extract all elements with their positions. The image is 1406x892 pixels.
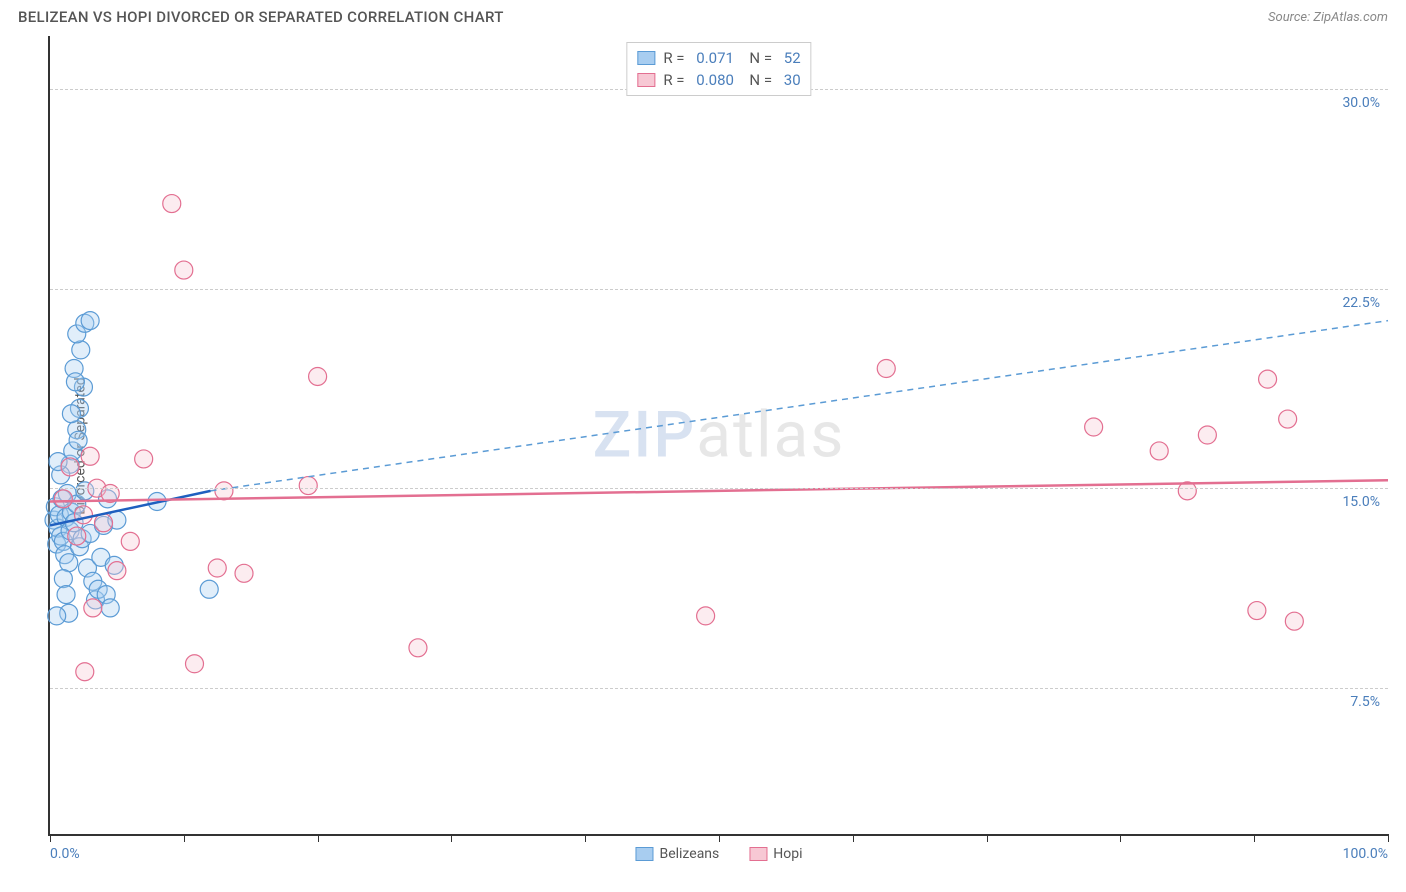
series-legend: Belizeans Hopi (635, 846, 802, 862)
y-tick-label: 7.5% (1350, 694, 1380, 710)
legend-n-label: N = (742, 71, 776, 89)
chart-title: BELIZEAN VS HOPI DIVORCED OR SEPARATED C… (18, 8, 504, 26)
legend-n-value: 52 (784, 49, 801, 67)
correlation-legend-row: R = 0.080 N = 30 (637, 69, 800, 91)
legend-series-name: Hopi (773, 846, 802, 862)
legend-r-label: R = (663, 71, 688, 89)
y-tick-label: 15.0% (1342, 494, 1380, 510)
legend-swatch-icon (637, 73, 655, 87)
plot-area: ZIPatlas R = 0.071 N = 52 R = 0.080 N = … (48, 36, 1388, 836)
legend-r-label: R = (663, 49, 688, 67)
x-axis-min-label: 0.0% (50, 846, 80, 862)
correlation-legend-row: R = 0.071 N = 52 (637, 47, 800, 69)
y-tick-label: 22.5% (1342, 295, 1380, 311)
correlation-legend: R = 0.071 N = 52 R = 0.080 N = 30 (626, 42, 811, 96)
legend-item: Hopi (749, 846, 802, 862)
legend-n-label: N = (742, 49, 776, 67)
legend-n-value: 30 (784, 71, 801, 89)
y-tick-label: 30.0% (1342, 95, 1380, 111)
legend-swatch-icon (635, 847, 653, 861)
chart-header: BELIZEAN VS HOPI DIVORCED OR SEPARATED C… (0, 0, 1406, 30)
legend-swatch-icon (637, 51, 655, 65)
chart-svg (50, 36, 1388, 834)
legend-r-value: 0.071 (696, 49, 734, 67)
chart-source: Source: ZipAtlas.com (1268, 10, 1388, 25)
legend-item: Belizeans (635, 846, 719, 862)
legend-series-name: Belizeans (659, 846, 719, 862)
legend-r-value: 0.080 (696, 71, 734, 89)
legend-swatch-icon (749, 847, 767, 861)
x-axis-max-label: 100.0% (1343, 846, 1388, 862)
